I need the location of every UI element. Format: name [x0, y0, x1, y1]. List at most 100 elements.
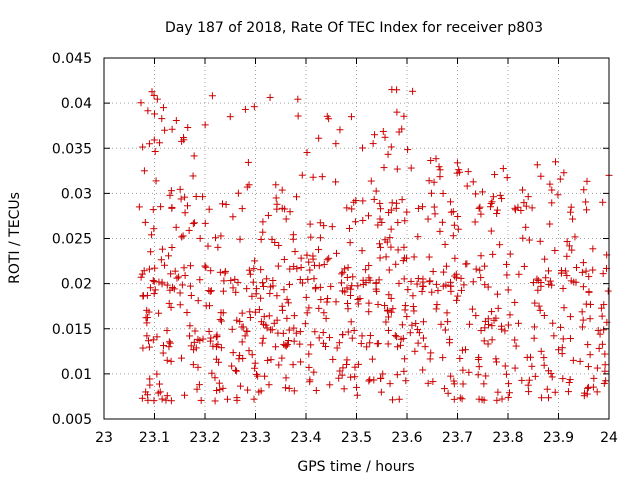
data-point [466, 320, 474, 328]
data-point [347, 318, 355, 326]
data-point [488, 336, 496, 344]
data-points [135, 86, 613, 405]
data-point [206, 337, 214, 345]
data-point [143, 332, 151, 340]
data-point [393, 108, 401, 116]
data-point [171, 267, 179, 275]
data-point [175, 273, 183, 281]
data-point [193, 385, 201, 393]
data-point [165, 343, 173, 351]
data-point [302, 293, 310, 301]
data-point [547, 370, 555, 378]
data-point [391, 331, 399, 339]
data-point [477, 274, 485, 282]
data-point [559, 335, 567, 343]
data-point [147, 248, 155, 256]
data-point [278, 302, 286, 310]
x-axis-ticks: 23 23.1 23.2 23.3 23.4 23.5 23.6 23.7 23.8 23.9 24 [95, 58, 618, 446]
data-point [559, 284, 567, 292]
data-point [427, 189, 435, 197]
y-tick-label: 0.03 [61, 186, 92, 202]
data-point [548, 373, 556, 381]
data-point [556, 175, 564, 183]
data-point [369, 140, 377, 148]
data-point [157, 256, 165, 264]
data-point [320, 261, 328, 269]
data-point [163, 281, 171, 289]
data-point [199, 193, 207, 201]
data-point [344, 328, 352, 336]
data-point [189, 172, 197, 180]
data-point [502, 260, 510, 268]
data-point [486, 203, 494, 211]
data-point [546, 277, 554, 285]
x-tick-label: 23 [95, 430, 113, 446]
data-point [231, 275, 239, 283]
data-point [350, 198, 358, 206]
data-point [284, 299, 292, 307]
data-point [566, 313, 574, 321]
data-point [525, 388, 533, 396]
data-point [155, 278, 163, 286]
data-point [353, 391, 361, 399]
data-point [517, 206, 525, 214]
data-point [213, 386, 221, 394]
data-point [140, 167, 148, 175]
data-point [367, 177, 375, 185]
data-point [201, 262, 209, 270]
data-point [461, 346, 469, 354]
data-point [458, 346, 466, 354]
x-tick-label: 23.8 [492, 430, 523, 446]
data-point [454, 292, 462, 300]
data-point [195, 381, 203, 389]
data-point [392, 260, 400, 268]
data-point [347, 113, 355, 121]
data-point [374, 339, 382, 347]
data-point [454, 225, 462, 233]
data-point [207, 267, 215, 275]
data-point [213, 333, 221, 341]
data-point [418, 203, 426, 211]
data-point [181, 193, 189, 201]
data-point [569, 356, 577, 364]
data-point [290, 312, 298, 320]
data-point [294, 112, 302, 120]
data-point [165, 252, 173, 260]
data-point [187, 342, 195, 350]
data-point [571, 233, 579, 241]
data-point [139, 292, 147, 300]
data-point [386, 234, 394, 242]
data-point [280, 340, 288, 348]
data-point [451, 254, 459, 262]
data-point [498, 325, 506, 333]
x-tick-label: 24 [600, 430, 618, 446]
data-point [257, 387, 265, 395]
data-point [234, 189, 242, 197]
data-point [291, 248, 299, 256]
data-point [172, 223, 180, 231]
data-point [249, 278, 257, 286]
data-point [339, 364, 347, 372]
data-point [139, 143, 147, 151]
data-point [258, 339, 266, 347]
data-point [191, 327, 199, 335]
data-point [419, 334, 427, 342]
data-point [196, 337, 204, 345]
data-point [259, 279, 267, 287]
data-point [493, 290, 501, 298]
data-point [167, 357, 175, 365]
data-point [172, 117, 180, 125]
chart-title: Day 187 of 2018, Rate Of TEC Index for r… [165, 20, 543, 36]
data-point [357, 340, 365, 348]
data-point [190, 338, 198, 346]
data-point [565, 242, 573, 250]
data-point [511, 364, 519, 372]
data-point [409, 303, 417, 311]
data-point [201, 121, 209, 129]
data-point [590, 374, 598, 382]
data-point [548, 199, 556, 207]
data-point [263, 324, 271, 332]
y-tick-label: 0.005 [52, 412, 92, 428]
data-point [524, 193, 532, 201]
data-point [520, 262, 528, 270]
